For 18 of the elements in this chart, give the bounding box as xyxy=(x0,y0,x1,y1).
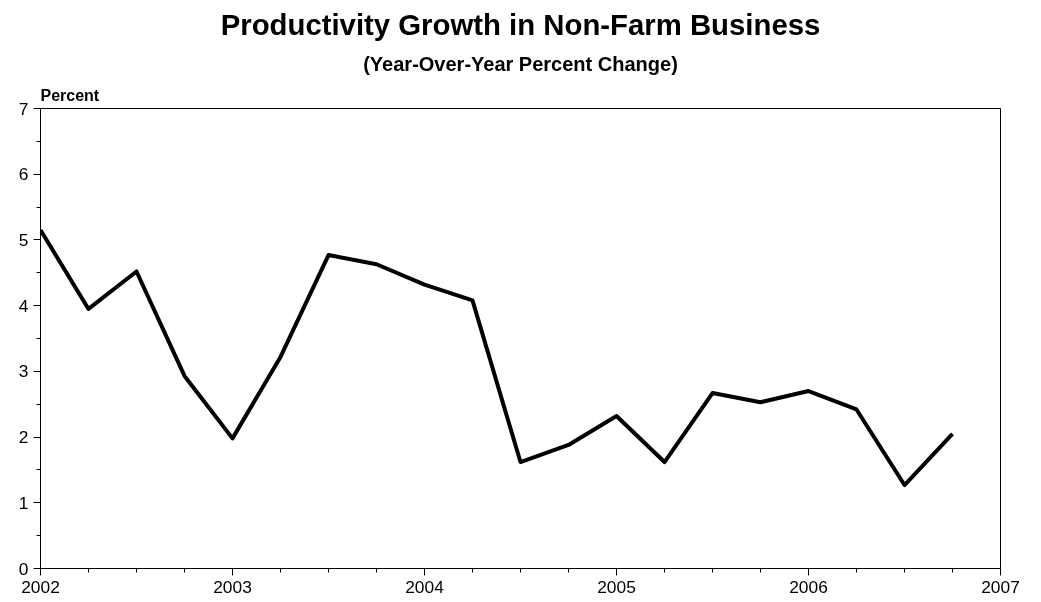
x-tick-label: 2004 xyxy=(405,576,445,597)
x-tick-label: 2005 xyxy=(597,576,636,597)
y-tick-label: 0 xyxy=(18,558,29,579)
x-tick-label: 2002 xyxy=(21,576,60,597)
chart-title: Productivity Growth in Non-Farm Business xyxy=(220,7,821,41)
chart-subtitle: (Year-Over-Year Percent Change) xyxy=(363,52,678,75)
line-series xyxy=(40,228,955,488)
y-axis-title: Percent xyxy=(40,86,100,104)
x-tick-label: 2006 xyxy=(789,576,828,597)
x-tick-label: 2007 xyxy=(981,576,1020,597)
x-tick-label: 2003 xyxy=(213,576,252,597)
y-tick-label: 4 xyxy=(18,295,29,316)
y-tick-label: 1 xyxy=(18,492,29,513)
y-tick-label: 7 xyxy=(18,98,29,119)
y-tick-label: 3 xyxy=(18,361,29,382)
y-tick-label: 2 xyxy=(18,427,29,448)
y-tick-label: 5 xyxy=(18,229,29,250)
y-tick-label: 6 xyxy=(18,164,29,185)
